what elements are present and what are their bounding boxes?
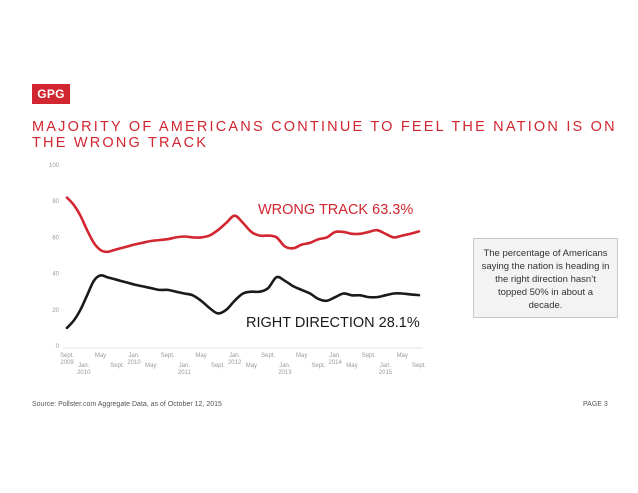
wrong-track-label: WRONG TRACK 63.3% bbox=[258, 202, 413, 218]
x-tick-label: Sept. bbox=[110, 363, 124, 369]
series-lines bbox=[65, 196, 421, 330]
y-tick-label: 60 bbox=[52, 235, 59, 241]
x-tick-label: Sept. 2009 bbox=[60, 353, 74, 366]
x-tick-label: Jan. 2012 bbox=[228, 353, 242, 366]
x-tick-label: Sept. bbox=[261, 353, 275, 359]
x-tick-label: May bbox=[145, 363, 156, 369]
series-labels: WRONG TRACK 63.3% RIGHT DIRECTION 28.1% bbox=[246, 202, 420, 331]
x-tick-label: May bbox=[246, 363, 257, 369]
y-tick-label: 100 bbox=[49, 163, 60, 169]
x-tick-label: Jan. 2014 bbox=[329, 353, 343, 366]
x-tick-label: May bbox=[346, 363, 357, 369]
x-tick-label: Sept. bbox=[362, 353, 376, 359]
x-tick-label: Jan. 2010 bbox=[127, 353, 141, 366]
source-footnote: Source: Pollster.com Aggregate Data, as … bbox=[32, 401, 222, 408]
right-direction-label: RIGHT DIRECTION 28.1% bbox=[246, 315, 420, 331]
x-tick-label: Jan. 2013 bbox=[278, 363, 292, 376]
y-tick-label: 40 bbox=[52, 272, 59, 278]
x-tick-label: Sept. bbox=[311, 363, 325, 369]
y-axis: 0 20 40 60 80 100 bbox=[49, 163, 423, 350]
x-tick-label: May bbox=[397, 353, 408, 359]
y-tick-label: 80 bbox=[52, 199, 59, 205]
page-number: PAGE 3 bbox=[583, 401, 608, 408]
x-tick-label: Sept. bbox=[412, 363, 426, 369]
x-tick-label: Jan. 2010 bbox=[77, 363, 91, 376]
x-tick-label: Jan. 2011 bbox=[178, 363, 192, 376]
gpg-logo: GPG bbox=[32, 84, 70, 104]
x-tick-label: Sept. bbox=[161, 353, 175, 359]
x-tick-label: Sept. bbox=[211, 363, 225, 369]
callout-note: The percentage of Americans saying the n… bbox=[473, 238, 618, 318]
x-tick-label: May bbox=[95, 353, 106, 359]
y-tick-label: 20 bbox=[52, 308, 59, 314]
x-tick-label: May bbox=[296, 353, 307, 359]
x-tick-label: Jan. 2015 bbox=[379, 363, 393, 376]
x-tick-label: May bbox=[195, 353, 206, 359]
right-direction-line bbox=[65, 273, 421, 330]
y-tick-label: 0 bbox=[56, 344, 60, 350]
slide-title: MAJORITY OF AMERICANS CONTINUE TO FEEL T… bbox=[32, 119, 617, 151]
wrong-track-line bbox=[65, 196, 421, 254]
